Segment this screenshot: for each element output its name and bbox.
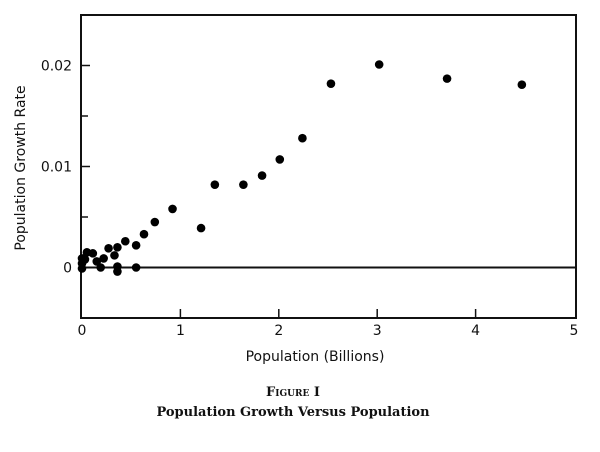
x-tick-label: 2 (274, 323, 283, 339)
data-point (275, 155, 285, 164)
y-tick-label: 0 (63, 261, 72, 277)
data-point (82, 248, 92, 257)
data-point (196, 223, 206, 233)
x-axis-label: Population (Billions) (246, 349, 385, 365)
data-point (517, 80, 527, 89)
data-point (139, 229, 149, 239)
data-point (239, 180, 248, 189)
data-point (374, 60, 384, 69)
x-tick-label: 3 (373, 323, 382, 339)
data-point (442, 74, 452, 83)
y-tick-label: 0.02 (41, 59, 72, 75)
data-point (92, 257, 102, 266)
data-point (150, 217, 160, 227)
data-point (257, 171, 267, 180)
data-point (168, 204, 177, 214)
plot-frame (80, 14, 577, 319)
x-tick-label: 5 (570, 323, 579, 339)
x-tick-label: 1 (176, 323, 185, 339)
y-tick-label: 0.01 (41, 160, 72, 176)
y-axis-label: Population Growth Rate (13, 85, 29, 250)
data-point (131, 263, 141, 272)
data-point (210, 180, 220, 189)
data-point (77, 264, 87, 273)
data-point (120, 236, 130, 246)
figure-caption: Population Growth Versus Population (156, 405, 430, 420)
data-point (298, 133, 307, 143)
data-point (131, 240, 141, 250)
data-point (104, 244, 113, 253)
data-point (110, 251, 119, 260)
data-point (113, 243, 122, 252)
data-point (99, 254, 108, 263)
x-tick-label: 4 (471, 323, 480, 339)
figure-label: Figure I (266, 385, 320, 400)
x-tick-label: 0 (78, 323, 87, 339)
data-point (113, 267, 122, 276)
data-point (326, 79, 336, 88)
